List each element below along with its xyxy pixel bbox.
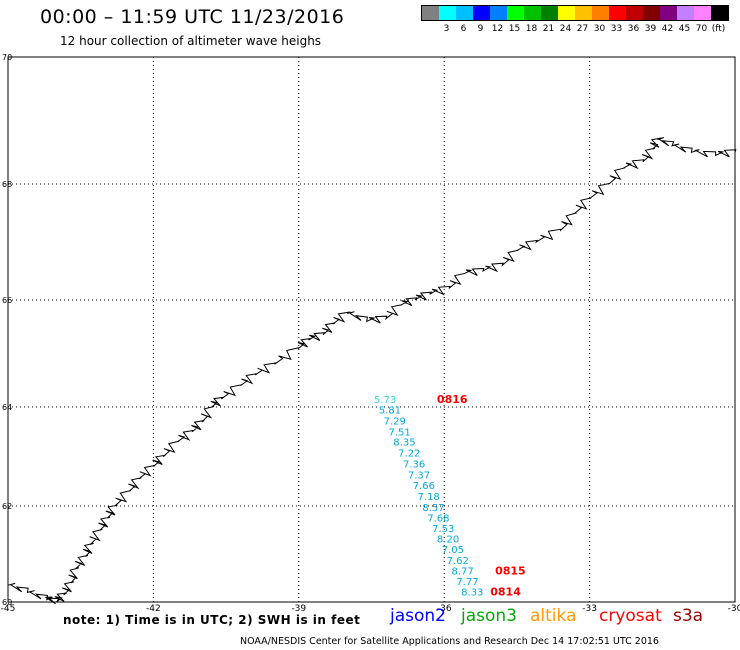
lon-tick-label: -45 (1, 604, 16, 614)
time-label: 0815 (495, 564, 526, 577)
units-note: note: 1) Time is in UTC; 2) SWH is in fe… (63, 613, 361, 627)
swh-label: 7.66 (413, 481, 435, 492)
legend-swatch (694, 6, 711, 20)
legend-labels: 3 6 9 12 15 18 21 24 27 30 33 36 39 42 45 70 (ft) (421, 24, 729, 34)
swh-label: 5.73 (374, 395, 396, 406)
legend-swatches (421, 5, 729, 21)
legend-swatch (524, 6, 541, 20)
swh-label: 7.53 (432, 524, 454, 535)
legend-label: 45 (678, 24, 691, 34)
swh-label: 7.68 (427, 514, 449, 525)
legend-swatch (558, 6, 575, 20)
legend-swatch (626, 6, 643, 20)
lat-tick-label: 62 (2, 502, 12, 511)
legend-swatch (660, 6, 677, 20)
satellite-altika: altika (530, 606, 577, 626)
legend-swatch (592, 6, 609, 20)
lon-tick-label: -39 (291, 604, 306, 614)
legend-label: 6 (460, 24, 467, 34)
legend-label: (ft) (711, 24, 726, 34)
lat-tick-label: 64 (2, 403, 12, 412)
swh-label: 7.62 (447, 556, 469, 567)
legend-swatch (439, 6, 456, 20)
legend-label: 36 (627, 24, 640, 34)
swh-label: 8.20 (437, 535, 459, 546)
legend-swatch (507, 6, 524, 20)
map-frame (7, 56, 736, 603)
swh-label: 8.57 (422, 503, 444, 514)
map-subtitle: 12 hour collection of altimeter wave hei… (60, 34, 322, 48)
legend-label: 12 (491, 24, 504, 34)
lat-tick-label: 70 (2, 53, 12, 62)
swh-label: 8.35 (393, 438, 415, 449)
time-label: 0814 (490, 585, 521, 598)
swh-label: 7.51 (388, 427, 410, 438)
legend-label: 33 (610, 24, 623, 34)
color-legend: 3 6 9 12 15 18 21 24 27 30 33 36 39 42 45 70 (ft) (421, 5, 729, 34)
swh-label: 8.77 (451, 566, 473, 577)
swh-label: 7.37 (408, 470, 430, 481)
legend-label: 30 (593, 24, 606, 34)
lon-tick-label: -42 (146, 604, 161, 614)
legend-swatch (490, 6, 507, 20)
lon-tick-label: -36 (437, 604, 452, 614)
legend-swatch (473, 6, 490, 20)
lat-tick-label: 68 (2, 180, 12, 189)
swh-label: 7.05 (442, 545, 464, 556)
legend-label: 42 (661, 24, 674, 34)
legend-label: 18 (525, 24, 538, 34)
satellite-cryosat: cryosat (599, 606, 662, 626)
coastline (7, 137, 737, 605)
legend-swatch (575, 6, 592, 20)
map-title: 00:00 – 11:59 UTC 11/23/2016 (40, 6, 345, 28)
swh-label: 7.22 (398, 449, 420, 460)
legend-swatch (711, 6, 728, 20)
legend-label: 3 (443, 24, 450, 34)
swh-label: 7.36 (403, 459, 425, 470)
lon-tick-label: -30 (728, 604, 740, 614)
swh-label: 5.81 (379, 405, 401, 416)
legend-label: 21 (542, 24, 555, 34)
lat-tick-label: 66 (2, 296, 12, 305)
swh-label: 7.18 (418, 492, 440, 503)
legend-swatch (643, 6, 660, 20)
legend-label: 39 (644, 24, 657, 34)
legend-label: 70 (695, 24, 708, 34)
footer-credit: NOAA/NESDIS Center for Satellite Applica… (240, 636, 659, 647)
legend-label: 24 (559, 24, 572, 34)
lon-tick-label: -33 (582, 604, 597, 614)
legend-swatch (609, 6, 626, 20)
legend-label: 15 (508, 24, 521, 34)
legend-swatch (677, 6, 694, 20)
time-label: 0816 (437, 393, 468, 406)
legend-swatch (422, 6, 439, 20)
swh-label: 7.29 (384, 416, 406, 427)
satellite-jason2: jason2 (390, 606, 446, 626)
lat-tick-label: 60 (2, 598, 12, 607)
swh-label: 8.33 (461, 587, 483, 598)
satellite-s3a: s3a (673, 606, 704, 626)
legend-swatch (456, 6, 473, 20)
satellite-jason3: jason3 (461, 606, 517, 626)
legend-swatch (541, 6, 558, 20)
legend-label: 27 (576, 24, 589, 34)
swh-label: 7.77 (456, 577, 478, 588)
legend-label: 9 (477, 24, 484, 34)
